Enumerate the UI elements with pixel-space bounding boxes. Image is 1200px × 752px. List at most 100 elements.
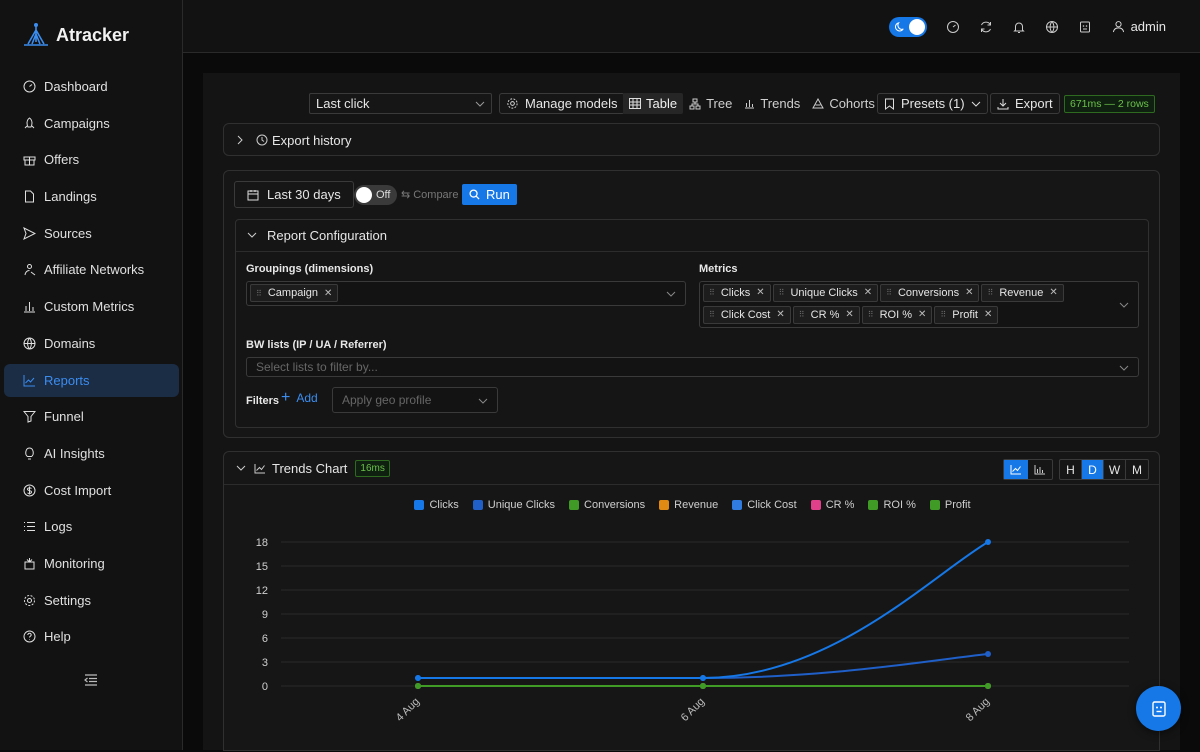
robot-icon[interactable] bbox=[1069, 20, 1102, 34]
presets-button[interactable]: Presets (1) bbox=[877, 93, 988, 114]
sidebar-item-landings[interactable]: Landings bbox=[4, 180, 179, 213]
sidebar-item-funnel[interactable]: Funnel bbox=[4, 400, 179, 433]
legend-swatch bbox=[929, 500, 940, 510]
legend-label: Click Cost bbox=[747, 499, 797, 511]
y-tick-label: 0 bbox=[262, 681, 268, 693]
sidebar-item-reports[interactable]: Reports bbox=[4, 363, 179, 397]
metric-tag[interactable]: ⠿ Revenue ✕ bbox=[981, 284, 1064, 302]
line-chart-toggle[interactable] bbox=[1004, 460, 1028, 479]
granularity-m[interactable]: M bbox=[1132, 462, 1142, 477]
manage-models-button[interactable]: Manage models bbox=[499, 93, 625, 114]
metric-tag[interactable]: ⠿ Unique Clicks ✕ bbox=[772, 284, 879, 302]
date-range-button[interactable]: Last 30 days bbox=[234, 181, 354, 208]
tab-tree-label: Tree bbox=[706, 96, 733, 111]
chevron-down-icon bbox=[971, 101, 980, 107]
trends-chart-header[interactable]: Trends Chart 16ms bbox=[224, 452, 1159, 485]
metric-tag[interactable]: ⠿ Profit ✕ bbox=[934, 306, 999, 324]
chevron-down-icon bbox=[247, 232, 257, 238]
bulb-icon bbox=[25, 447, 34, 460]
sidebar-item-logs[interactable]: Logs bbox=[4, 510, 179, 543]
view-switcher: Table Tree Trends Cohorts bbox=[623, 93, 881, 114]
legend-label: Unique Clicks bbox=[487, 499, 556, 511]
logo[interactable]: Atracker bbox=[22, 22, 129, 48]
close-icon[interactable]: ✕ bbox=[324, 287, 333, 299]
metric-tag[interactable]: ⠿ Clicks ✕ bbox=[703, 284, 771, 302]
sidebar-item-offers[interactable]: Offers bbox=[4, 143, 179, 176]
collapse-sidebar-icon[interactable] bbox=[84, 674, 98, 689]
sidebar-item-label: Monitoring bbox=[44, 555, 105, 571]
metric-tag[interactable]: ⠿ Click Cost ✕ bbox=[703, 306, 791, 324]
export-history-panel[interactable]: Export history bbox=[223, 123, 1160, 156]
attribution-select[interactable]: Last click bbox=[309, 93, 492, 114]
bell-icon[interactable] bbox=[1003, 20, 1036, 34]
compare-label: ⇆ Compare bbox=[401, 188, 458, 202]
sidebar-item-settings[interactable]: Settings bbox=[4, 584, 179, 617]
legend-label: Revenue bbox=[674, 499, 719, 511]
metric-tag[interactable]: ⠿ Conversions ✕ bbox=[880, 284, 980, 302]
bar-chart-toggle[interactable] bbox=[1028, 460, 1052, 479]
refresh-icon[interactable] bbox=[970, 20, 1003, 34]
tab-trends[interactable]: Trends bbox=[738, 93, 806, 114]
sidebar-item-dashboard[interactable]: Dashboard bbox=[4, 70, 179, 103]
bw-lists-select[interactable]: Select lists to filter by... bbox=[246, 357, 1139, 377]
globe-icon[interactable] bbox=[1036, 20, 1069, 34]
metrics-select[interactable]: ⠿ Clicks ✕ ⠿ Unique Clicks ✕ ⠿ Conversions ✕ ⠿ Rev… bbox=[699, 281, 1139, 328]
sidebar-item-sources[interactable]: Sources bbox=[4, 217, 179, 250]
legend-item[interactable]: ROI % bbox=[868, 499, 916, 511]
groupings-select[interactable]: ⠿ Campaign ✕ bbox=[246, 281, 686, 306]
theme-toggle[interactable] bbox=[888, 16, 927, 37]
drag-handle-icon[interactable]: ⠿ bbox=[256, 288, 262, 298]
metric-tag[interactable]: ⠿ CR % ✕ bbox=[792, 306, 860, 324]
sidebar-item-cost-import[interactable]: Cost Import bbox=[4, 474, 179, 507]
legend-item[interactable]: Conversions bbox=[569, 499, 645, 511]
legend-item[interactable]: Clicks bbox=[414, 499, 459, 511]
chevron-down-icon bbox=[1119, 365, 1129, 371]
legend-item[interactable]: Unique Clicks bbox=[472, 499, 556, 511]
chevron-right-icon bbox=[237, 135, 243, 145]
sidebar-item-label: Custom Metrics bbox=[44, 299, 135, 315]
tab-tree[interactable]: Tree bbox=[683, 93, 738, 114]
x-tick-label: 6 Aug bbox=[679, 696, 707, 724]
sidebar-item-custom-metrics[interactable]: Custom Metrics bbox=[4, 290, 179, 323]
legend-item[interactable]: Click Cost bbox=[732, 499, 797, 511]
export-button[interactable]: Export bbox=[990, 93, 1060, 114]
user-menu[interactable]: admin bbox=[1112, 19, 1166, 34]
add-filter-button[interactable]: + Add bbox=[281, 390, 318, 406]
geo-profile-select[interactable]: Apply geo profile bbox=[332, 387, 498, 413]
legend-swatch bbox=[868, 500, 879, 510]
legend-item[interactable]: Revenue bbox=[659, 499, 718, 511]
dashboard-icon bbox=[23, 80, 36, 93]
tab-cohorts-label: Cohorts bbox=[829, 96, 875, 111]
sidebar-item-affiliate-networks[interactable]: Affiliate Networks bbox=[4, 253, 179, 286]
sidebar-item-domains[interactable]: Domains bbox=[4, 327, 179, 360]
sidebar-item-ai-insights[interactable]: AI Insights bbox=[4, 437, 179, 470]
legend-item[interactable]: CR % bbox=[810, 499, 854, 511]
report-config-title: Report Configuration bbox=[267, 228, 387, 243]
tab-table[interactable]: Table bbox=[623, 93, 684, 114]
tab-cohorts[interactable]: Cohorts bbox=[806, 93, 881, 114]
data-point bbox=[415, 675, 421, 681]
compare-toggle[interactable]: Off bbox=[354, 185, 397, 205]
chevron-down-icon bbox=[666, 291, 676, 297]
metric-tag[interactable]: ⠿ ROI % ✕ bbox=[861, 306, 933, 324]
sidebar-item-campaigns[interactable]: Campaigns bbox=[4, 107, 179, 140]
chevron-down-icon bbox=[236, 465, 246, 471]
granularity-h[interactable]: H bbox=[1060, 460, 1082, 479]
history-icon bbox=[256, 134, 268, 146]
grouping-tag[interactable]: ⠿ Campaign ✕ bbox=[250, 284, 339, 302]
legend-swatch bbox=[732, 500, 743, 510]
sidebar-item-monitoring[interactable]: Monitoring bbox=[4, 547, 179, 580]
legend-item[interactable]: Profit bbox=[929, 499, 971, 511]
bookmark-icon bbox=[885, 98, 894, 110]
sidebar-item-label: Settings bbox=[44, 592, 91, 608]
chart-legend: Clicks Unique Clicks Conversions Revenue Cli… bbox=[224, 499, 1161, 511]
granularity-d[interactable]: D bbox=[1082, 460, 1104, 479]
speedometer-icon[interactable] bbox=[937, 20, 970, 34]
granularity-w[interactable]: W bbox=[1104, 460, 1126, 479]
help-icon bbox=[23, 630, 36, 643]
run-button[interactable]: Run bbox=[462, 184, 517, 205]
legend-label: Clicks bbox=[429, 499, 459, 511]
sidebar-item-help[interactable]: Help bbox=[4, 620, 179, 653]
report-config-header[interactable]: Report Configuration bbox=[236, 220, 1148, 252]
assistant-button[interactable] bbox=[1136, 686, 1181, 731]
